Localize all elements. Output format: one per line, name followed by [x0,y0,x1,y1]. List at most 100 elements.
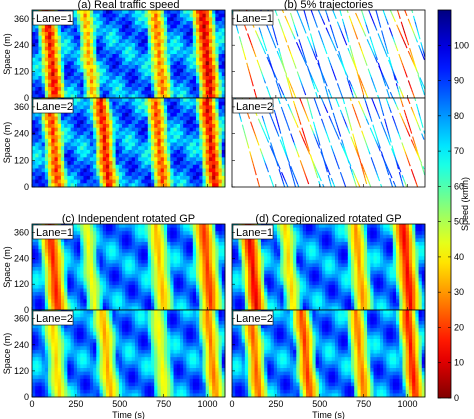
heatmap-cell [160,39,165,44]
trajectory-segment [346,157,349,161]
trajectory-segment [297,115,300,119]
heatmap-cell [38,183,43,188]
heatmap-cell [199,21,203,26]
heatmap-cell [70,57,75,62]
heatmap-cell [99,175,104,180]
heatmap-cell [73,13,78,18]
heatmap-cell [151,116,155,121]
heatmap-cell [151,153,155,158]
heatmap-cell [102,295,107,300]
heatmap-cell [122,116,126,121]
heatmap-cell [208,131,213,136]
trajectory-segment [344,106,347,111]
lane-label: Lane=2 [236,101,273,113]
heatmap-cell [208,57,213,62]
heatmap-cell [208,153,213,158]
heatmap-cell [131,123,136,129]
heatmap-cell [99,90,104,95]
heatmap-cell [189,13,194,18]
heatmap-cell [163,61,168,66]
heatmap-cell [60,112,65,117]
heatmap-cell [134,72,139,77]
heatmap-cell [196,50,200,55]
heatmap-cell [154,83,158,88]
heatmap-cell [89,131,94,136]
heatmap-cell [173,179,178,184]
heatmap-cell [215,138,219,143]
heatmap-cell [80,46,84,51]
trajectory-segment [281,145,285,149]
heatmap-cell [64,142,68,147]
trajectory-segment [392,71,395,75]
heatmap-cell [186,123,191,129]
heatmap-cell [35,183,39,188]
heatmap-cell [105,259,110,264]
trajectory-segment [304,91,307,96]
heatmap-cell [212,83,216,88]
heatmap-cell [93,17,97,22]
heatmap-cell [48,68,52,73]
heatmap-cell [67,54,71,59]
heatmap-cell [89,142,94,147]
heatmap-cell [96,138,100,143]
heatmap-cell [118,17,123,22]
heatmap-cell [86,94,91,99]
trajectory-segment [370,39,373,43]
heatmap-cell [115,57,120,62]
heatmap-cell [122,127,126,132]
trajectory-segment [311,77,314,81]
heatmap-cell [141,175,145,180]
heatmap-cell [134,153,139,158]
heatmap-cell [202,164,207,169]
heatmap-cell [192,164,197,169]
heatmap-cell [93,79,97,84]
trajectory-segment [414,148,417,152]
heatmap-cell [73,252,78,257]
heatmap-cell [102,116,107,121]
heatmap-cell [54,112,59,117]
heatmap-cell [128,234,133,239]
heatmap-cell [151,127,155,132]
heatmap-cell [160,24,165,29]
heatmap-cell [96,94,100,99]
heatmap-cell [115,306,120,311]
heatmap-cell [38,116,43,121]
heatmap-cell [73,263,78,268]
heatmap-cell [57,263,62,268]
heatmap-cell [32,61,36,66]
heatmap-cell [122,90,126,95]
heatmap-cell [134,61,139,66]
heatmap-cell [160,35,165,40]
heatmap-cell [196,105,200,110]
heatmap-cell [102,292,107,297]
trajectory-segment [336,133,339,137]
heatmap-cell [221,175,226,180]
heatmap-cell [199,153,203,158]
trajectory-segment [306,177,309,182]
trajectory-segment [342,142,344,146]
trajectory-segment [375,89,378,93]
heatmap-cell [44,68,49,73]
heatmap-cell [131,179,136,184]
trajectory-segment [348,50,351,55]
heatmap-cell [93,259,97,264]
trajectory-segment [372,100,375,105]
heatmap-cell [167,183,171,188]
heatmap-cell [122,302,126,307]
heatmap-cell [173,83,178,88]
heatmap-cell [38,50,43,55]
heatmap-cell [99,43,104,48]
heatmap-cell [122,68,126,73]
heatmap-cell [122,224,126,228]
trajectory-segment [348,130,351,134]
heatmap-cell [93,109,97,114]
trajectory-segment [364,100,367,105]
heatmap-cell [64,39,68,44]
heatmap-cell [57,146,62,151]
heatmap-cell [102,109,107,114]
heatmap-cell [86,28,91,33]
panels-layer: (a) Real traffic speedLane=10120240360Sp… [2,0,426,419]
heatmap-cell [54,295,59,300]
trajectory-segment [300,163,303,167]
heatmap-cell [80,259,84,264]
